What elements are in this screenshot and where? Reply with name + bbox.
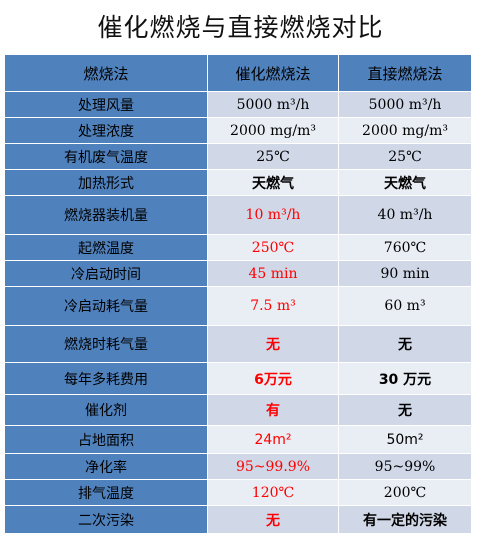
direct-value: 2000 mg/m³ xyxy=(339,118,471,143)
table-row: 处理风量 5000 m³/h 5000 m³/h xyxy=(5,92,471,118)
row-label: 处理风量 xyxy=(5,92,208,117)
comparison-table: 燃烧法 催化燃烧法 直接燃烧法 处理风量 5000 m³/h 5000 m³/h… xyxy=(5,55,471,534)
row-label: 催化剂 xyxy=(5,395,208,425)
row-label: 净化率 xyxy=(5,454,208,479)
catalytic-value: 无 xyxy=(208,506,339,533)
catalytic-value: 5000 m³/h xyxy=(208,92,339,117)
direct-value: 760℃ xyxy=(339,235,471,260)
row-label: 起燃温度 xyxy=(5,235,208,260)
catalytic-value: 2000 mg/m³ xyxy=(208,118,339,143)
row-label: 冷启动时间 xyxy=(5,261,208,286)
direct-value: 50m² xyxy=(339,426,471,453)
table-row: 燃烧时耗气量 无 无 xyxy=(5,326,471,363)
table-row: 占地面积 24m² 50m² xyxy=(5,426,471,454)
table-header-row: 燃烧法 催化燃烧法 直接燃烧法 xyxy=(5,55,471,92)
direct-value: 200℃ xyxy=(339,480,471,505)
row-label: 二次污染 xyxy=(5,506,208,533)
direct-value: 40 m³/h xyxy=(339,196,471,234)
row-label: 占地面积 xyxy=(5,426,208,453)
direct-value: 95~99% xyxy=(339,454,471,479)
table-row: 冷启动时间 45 min 90 min xyxy=(5,261,471,287)
table-row: 每年多耗费用 6万元 30 万元 xyxy=(5,363,471,395)
page-title: 催化燃烧与直接燃烧对比 xyxy=(97,13,384,42)
row-label: 有机废气温度 xyxy=(5,144,208,169)
table-row: 二次污染 无 有一定的污染 xyxy=(5,506,471,534)
table-row: 催化剂 有 无 xyxy=(5,395,471,426)
row-label: 冷启动耗气量 xyxy=(5,287,208,325)
catalytic-value: 95~99.9% xyxy=(208,454,339,479)
row-label: 加热形式 xyxy=(5,170,208,195)
catalytic-value: 7.5 m³ xyxy=(208,287,339,325)
header-direct: 直接燃烧法 xyxy=(339,55,471,91)
table-row: 冷启动耗气量 7.5 m³ 60 m³ xyxy=(5,287,471,326)
table-row: 有机废气温度 25℃ 25℃ xyxy=(5,144,471,170)
table-row: 加热形式 天燃气 天燃气 xyxy=(5,170,471,196)
header-method: 燃烧法 xyxy=(5,55,208,91)
catalytic-value: 25℃ xyxy=(208,144,339,169)
table-row: 净化率 95~99.9% 95~99% xyxy=(5,454,471,480)
catalytic-value: 45 min xyxy=(208,261,339,286)
catalytic-value: 天燃气 xyxy=(208,170,339,195)
row-label: 每年多耗费用 xyxy=(5,363,208,394)
catalytic-value: 6万元 xyxy=(208,363,339,394)
direct-value: 90 min xyxy=(339,261,471,286)
direct-value: 25℃ xyxy=(339,144,471,169)
table-row: 燃烧器装机量 10 m³/h 40 m³/h xyxy=(5,196,471,235)
row-label: 处理浓度 xyxy=(5,118,208,143)
direct-value: 无 xyxy=(339,326,471,362)
catalytic-value: 无 xyxy=(208,326,339,362)
catalytic-value: 10 m³/h xyxy=(208,196,339,234)
direct-value: 5000 m³/h xyxy=(339,92,471,117)
catalytic-value: 120℃ xyxy=(208,480,339,505)
header-catalytic: 催化燃烧法 xyxy=(208,55,339,91)
direct-value: 有一定的污染 xyxy=(339,506,471,533)
direct-value: 60 m³ xyxy=(339,287,471,325)
row-label: 燃烧时耗气量 xyxy=(5,326,208,362)
table-row: 排气温度 120℃ 200℃ xyxy=(5,480,471,506)
catalytic-value: 有 xyxy=(208,395,339,425)
table-row: 起燃温度 250℃ 760℃ xyxy=(5,235,471,261)
direct-value: 无 xyxy=(339,395,471,425)
catalytic-value: 250℃ xyxy=(208,235,339,260)
row-label: 排气温度 xyxy=(5,480,208,505)
catalytic-value: 24m² xyxy=(208,426,339,453)
direct-value: 天燃气 xyxy=(339,170,471,195)
row-label: 燃烧器装机量 xyxy=(5,196,208,234)
table-row: 处理浓度 2000 mg/m³ 2000 mg/m³ xyxy=(5,118,471,144)
direct-value: 30 万元 xyxy=(339,363,471,394)
